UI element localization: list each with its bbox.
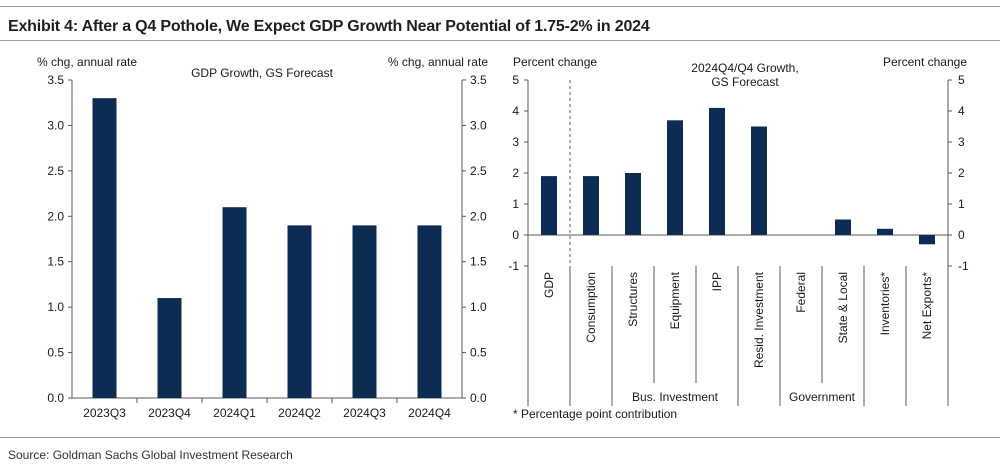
right-chart-ytick-label-right: -1 bbox=[958, 259, 969, 273]
left-chart-ytick-label-right: 3.5 bbox=[470, 73, 487, 87]
left-chart-bar bbox=[92, 98, 117, 399]
right-chart-ytick-label-right: 5 bbox=[958, 73, 965, 87]
top-rule bbox=[0, 6, 1000, 7]
left-chart-ytick-label-left: 0.0 bbox=[47, 391, 64, 405]
left-chart-category-label: 2024Q3 bbox=[343, 406, 386, 420]
left-chart-bar bbox=[157, 298, 182, 398]
left-chart-bar bbox=[222, 207, 247, 398]
left-chart-category-label: 2023Q3 bbox=[83, 406, 126, 420]
left-chart-ytick-label-left: 3.0 bbox=[47, 118, 64, 132]
left-chart-ytick-label-right: 0.0 bbox=[470, 391, 487, 405]
right-chart-category-label: Net Exports* bbox=[920, 272, 934, 340]
left-chart-ytick-label-left: 2.0 bbox=[47, 209, 64, 223]
bottom-rule bbox=[0, 437, 1000, 438]
right-chart-ylabel-left: Percent change bbox=[513, 55, 597, 69]
right-chart-bar bbox=[583, 176, 599, 235]
left-chart-ytick-label-left: 1.5 bbox=[47, 255, 64, 269]
left-chart-category-label: 2024Q1 bbox=[213, 406, 256, 420]
right-chart-bar bbox=[835, 219, 851, 235]
title-rule bbox=[0, 40, 1000, 41]
right-chart-ytick-label-right: 0 bbox=[958, 228, 965, 242]
left-chart-ytick-label-right: 2.5 bbox=[470, 164, 487, 178]
left-chart-ytick-label-right: 1.0 bbox=[470, 300, 487, 314]
right-chart-category-label: GDP bbox=[542, 272, 556, 298]
left-chart-ytick-label-left: 0.5 bbox=[47, 346, 64, 360]
right-chart-group-label: Government bbox=[789, 390, 856, 404]
right-chart-category-label: Consumption bbox=[584, 272, 598, 343]
left-chart-ylabel-left: % chg, annual rate bbox=[37, 55, 137, 69]
left-chart-category-label: 2023Q4 bbox=[148, 406, 191, 420]
left-chart-ytick-label-left: 2.5 bbox=[47, 164, 64, 178]
right-chart-ytick-label-left: 1 bbox=[512, 197, 519, 211]
right-chart-bar bbox=[877, 228, 893, 235]
page-title: Exhibit 4: After a Q4 Pothole, We Expect… bbox=[8, 18, 650, 35]
right-chart-bar bbox=[751, 126, 767, 235]
right-chart-category-label: Structures bbox=[626, 272, 640, 327]
right-chart-category-label: Inventories* bbox=[878, 272, 892, 336]
left-chart-ytick-label-right: 1.5 bbox=[470, 255, 487, 269]
left-chart-ytick-label-right: 2.0 bbox=[470, 209, 487, 223]
left-chart-ylabel-right: % chg, annual rate bbox=[388, 55, 488, 69]
left-chart-title: GDP Growth, GS Forecast bbox=[191, 66, 333, 80]
right-chart-bar bbox=[667, 120, 683, 235]
right-chart-ytick-label-right: 4 bbox=[958, 104, 965, 118]
right-chart-ylabel-right: Percent change bbox=[883, 55, 967, 69]
right-chart-title-line1: 2024Q4/Q4 Growth, bbox=[691, 61, 798, 75]
right-chart-category-label: Federal bbox=[794, 272, 808, 313]
left-chart-bar bbox=[352, 225, 377, 398]
right-chart-bar bbox=[625, 173, 641, 235]
right-chart-bar bbox=[541, 176, 557, 235]
right-chart-group-label: Bus. Investment bbox=[632, 390, 719, 404]
right-chart-category-label: State & Local bbox=[836, 272, 850, 343]
right-chart-category-label: IPP bbox=[710, 272, 724, 291]
left-chart-bar bbox=[417, 225, 442, 398]
right-chart-footnote: * Percentage point contribution bbox=[513, 407, 677, 421]
source-note: Source: Goldman Sachs Global Investment … bbox=[8, 448, 293, 462]
right-chart-ytick-label-left: 5 bbox=[512, 73, 519, 87]
right-chart-category-label: Resid. Investment bbox=[752, 271, 766, 368]
right-chart-bar bbox=[919, 235, 935, 245]
left-chart-ytick-label-left: 1.0 bbox=[47, 300, 64, 314]
right-chart-ytick-label-left: 3 bbox=[512, 135, 519, 149]
right-chart-bar bbox=[709, 107, 725, 235]
right-chart-ytick-label-left: -1 bbox=[508, 259, 519, 273]
right-chart-ytick-label-left: 2 bbox=[512, 166, 519, 180]
right-chart-ytick-label-right: 1 bbox=[958, 197, 965, 211]
left-chart-ytick-label-right: 3.0 bbox=[470, 118, 487, 132]
left-chart-ytick-label-left: 3.5 bbox=[47, 73, 64, 87]
left-chart-category-label: 2024Q4 bbox=[408, 406, 451, 420]
right-chart-ytick-label-left: 4 bbox=[512, 104, 519, 118]
right-chart-ytick-label-left: 0 bbox=[512, 228, 519, 242]
right-chart-ytick-label-right: 2 bbox=[958, 166, 965, 180]
left-chart-ytick-label-right: 0.5 bbox=[470, 346, 487, 360]
left-chart-bar bbox=[287, 225, 312, 398]
right-chart-ytick-label-right: 3 bbox=[958, 135, 965, 149]
left-chart-category-label: 2024Q2 bbox=[278, 406, 321, 420]
right-chart-title-line2: GS Forecast bbox=[711, 75, 779, 89]
right-chart-category-label: Equipment bbox=[668, 271, 682, 329]
